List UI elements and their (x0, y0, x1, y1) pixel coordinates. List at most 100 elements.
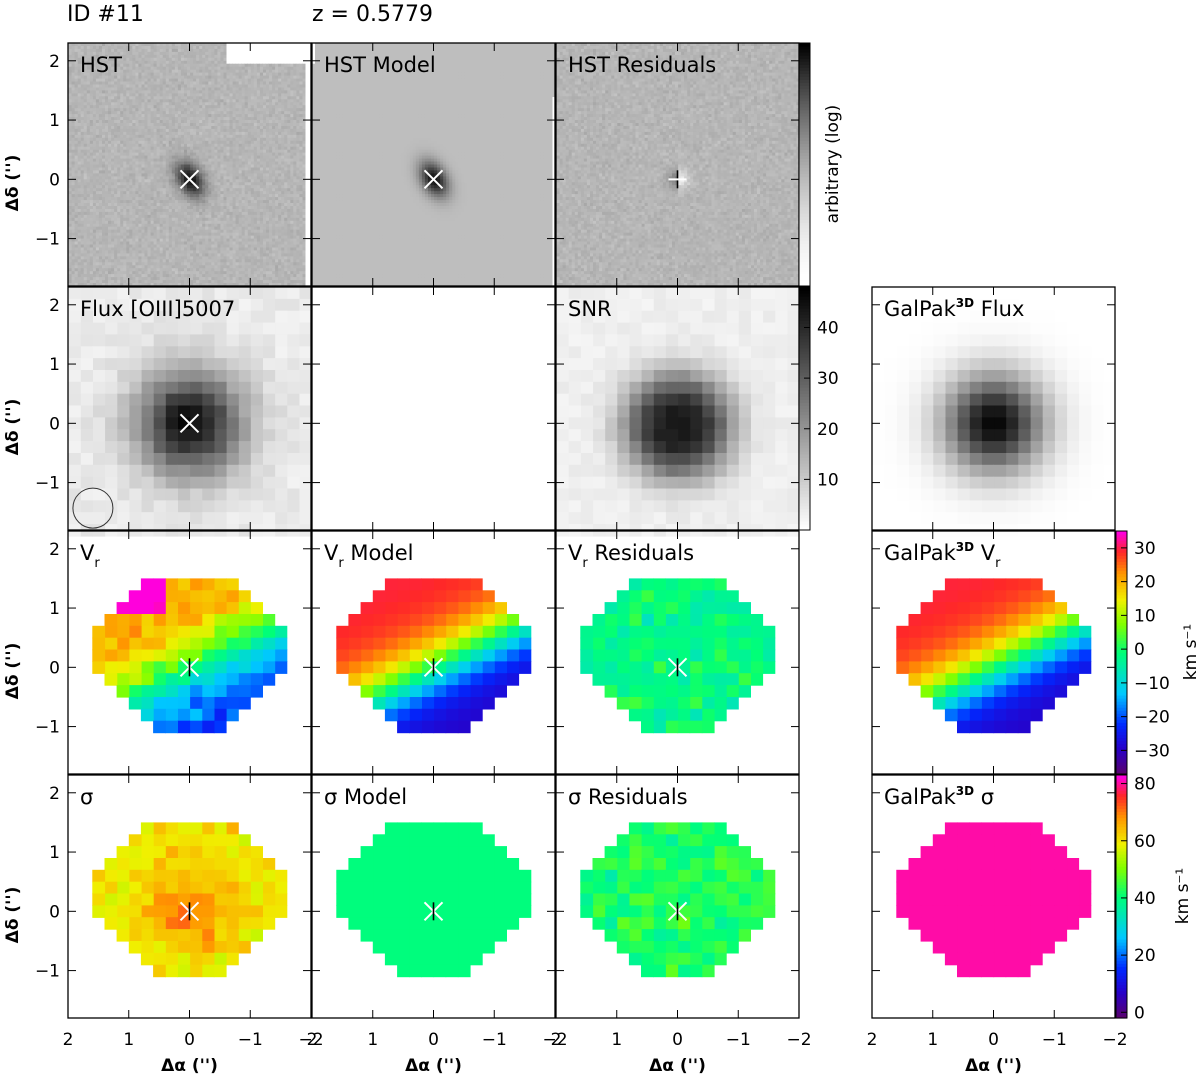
map-pixel (256, 191, 260, 195)
map-pixel (165, 90, 169, 94)
map-pixel (177, 149, 181, 154)
map-pixel (274, 84, 279, 89)
map-pixel (189, 63, 194, 68)
map-pixel (201, 176, 206, 180)
map-pixel (92, 146, 96, 151)
map-pixel (195, 114, 200, 118)
map-pixel (253, 102, 257, 106)
map-pixel (235, 128, 239, 133)
map-pixel (165, 99, 169, 103)
map-pixel (201, 137, 206, 142)
map-pixel (222, 176, 227, 180)
map-pixel (262, 72, 266, 77)
map-pixel (104, 179, 108, 183)
map-pixel (201, 99, 206, 103)
map-pixel (247, 176, 251, 180)
map-pixel (216, 161, 221, 166)
map-pixel (119, 134, 124, 139)
map-pixel (262, 146, 266, 151)
map-pixel (137, 60, 142, 65)
map-pixel (241, 120, 245, 124)
map-pixel (98, 182, 102, 186)
map-pixel (232, 149, 236, 154)
map-pixel (183, 90, 187, 94)
map-pixel (107, 126, 112, 130)
map-pixel (222, 120, 227, 124)
map-pixel (180, 117, 184, 121)
map-pixel (289, 149, 294, 154)
map-pixel (189, 87, 194, 92)
map-pixel (137, 137, 142, 142)
map-pixel (295, 72, 300, 77)
map-pixel (174, 57, 178, 62)
map-pixel (253, 188, 257, 192)
map-pixel (198, 152, 203, 157)
map-pixel (238, 117, 242, 121)
map-pixel (101, 137, 105, 142)
map-pixel (80, 149, 84, 154)
map-pixel (156, 176, 160, 180)
map-pixel (253, 194, 257, 198)
map-pixel (80, 123, 84, 127)
map-pixel (80, 185, 84, 189)
map-pixel (192, 96, 197, 100)
map-pixel (71, 120, 75, 124)
map-pixel (244, 78, 248, 83)
map-pixel (147, 87, 151, 92)
map-pixel (153, 48, 157, 53)
map-pixel (219, 87, 224, 92)
map-pixel (241, 134, 245, 139)
map-pixel (95, 87, 99, 92)
map-pixel (229, 114, 233, 118)
map-pixel (268, 90, 273, 94)
map-pixel (147, 102, 151, 106)
map-pixel (92, 126, 96, 130)
map-pixel (283, 72, 288, 77)
map-pixel (286, 182, 291, 186)
map-pixel (274, 99, 279, 103)
map-pixel (98, 111, 102, 115)
map-pixel (277, 123, 282, 127)
map-pixel (268, 78, 273, 83)
map-pixel (265, 146, 269, 151)
map-pixel (210, 179, 215, 183)
map-pixel (107, 90, 112, 94)
map-pixel (198, 93, 203, 97)
map-pixel (262, 194, 266, 198)
map-pixel (74, 90, 78, 94)
map-pixel (229, 155, 233, 160)
map-pixel (180, 158, 184, 163)
map-pixel (168, 128, 172, 133)
map-pixel (292, 81, 297, 86)
map-pixel (92, 111, 96, 115)
map-pixel (168, 131, 172, 136)
map-pixel (232, 179, 236, 183)
map-pixel (162, 155, 166, 160)
map-pixel (225, 87, 230, 92)
map-pixel (119, 155, 124, 160)
map-pixel (298, 170, 303, 174)
map-pixel (210, 185, 215, 189)
map-pixel (162, 158, 166, 163)
map-pixel (92, 155, 96, 160)
map-pixel (153, 155, 157, 160)
map-pixel (265, 191, 269, 195)
map-pixel (192, 146, 197, 151)
map-pixel (247, 161, 251, 166)
map-pixel (241, 176, 245, 180)
map-pixel (268, 140, 273, 145)
map-pixel (229, 111, 233, 115)
map-pixel (213, 87, 218, 92)
map-pixel (74, 54, 78, 59)
map-pixel (71, 164, 75, 169)
map-pixel (147, 111, 151, 115)
map-pixel (150, 90, 154, 94)
map-pixel (77, 158, 81, 163)
map-pixel (222, 57, 227, 62)
map-pixel (140, 173, 145, 177)
map-pixel (259, 167, 263, 172)
map-pixel (250, 117, 254, 121)
map-pixel (265, 123, 269, 127)
map-pixel (271, 182, 276, 186)
map-pixel (216, 78, 221, 83)
